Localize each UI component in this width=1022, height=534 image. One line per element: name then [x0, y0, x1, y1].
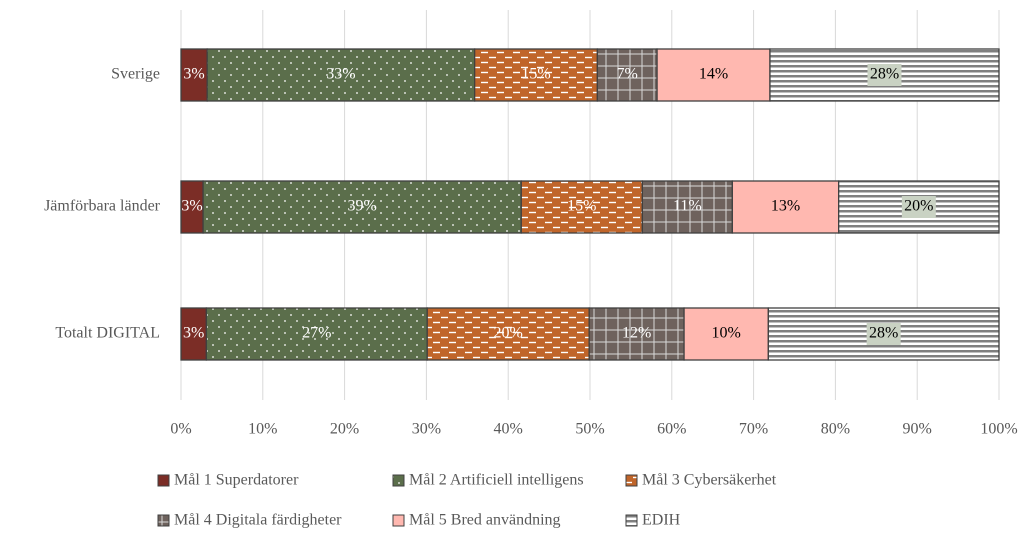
- bar-segment: [180, 48, 208, 102]
- data-label: 3%: [183, 66, 204, 83]
- bar-segment: [656, 48, 771, 102]
- legend-swatch: [625, 474, 638, 487]
- legend-label: Mål 2 Artificiell intelligens: [409, 472, 584, 489]
- x-tick-label: 20%: [330, 421, 359, 438]
- x-tick-label: 70%: [739, 421, 768, 438]
- bar-segment: [769, 48, 1000, 102]
- y-tick-label: Jämförbara länder: [44, 198, 161, 215]
- x-tick-label: 10%: [248, 421, 277, 438]
- data-label: 33%: [326, 66, 355, 83]
- data-label: 28%: [870, 66, 899, 83]
- y-tick-label: Sverige: [111, 66, 160, 83]
- bar-segment: [596, 48, 658, 102]
- y-tick-label: Totalt DIGITAL: [55, 325, 160, 342]
- bar-segment: [426, 307, 590, 361]
- bar-segment: [202, 180, 522, 234]
- data-label: 10%: [712, 325, 741, 342]
- data-label: 20%: [494, 325, 523, 342]
- data-label: 27%: [302, 325, 331, 342]
- data-label: 20%: [904, 198, 933, 215]
- label-background: [901, 196, 936, 218]
- bar-segment: [205, 307, 428, 361]
- legend-swatch: [392, 474, 405, 487]
- legend-label: Mål 1 Superdatorer: [174, 472, 299, 489]
- bar-segment: [683, 307, 769, 361]
- bar-segment: [731, 180, 840, 234]
- data-label: 11%: [673, 198, 702, 215]
- x-tick-label: 50%: [575, 421, 604, 438]
- data-label: 13%: [771, 198, 800, 215]
- bar-segment: [180, 307, 208, 361]
- x-tick-label: 0%: [170, 421, 191, 438]
- x-tick-label: 30%: [412, 421, 441, 438]
- x-tick-label: 90%: [903, 421, 932, 438]
- legend-swatch: [625, 514, 638, 527]
- bar-segment: [206, 48, 476, 102]
- legend-label: Mål 4 Digitala färdigheter: [174, 512, 342, 529]
- data-label: 14%: [699, 66, 728, 83]
- bar-segment: [588, 307, 685, 361]
- data-label: 15%: [521, 66, 550, 83]
- label-background: [866, 323, 901, 345]
- label-background: [867, 64, 902, 86]
- legend-swatch: [392, 514, 405, 527]
- data-label: 3%: [183, 325, 204, 342]
- data-label: 28%: [869, 325, 898, 342]
- x-tick-label: 80%: [821, 421, 850, 438]
- legend-swatch: [157, 474, 170, 487]
- data-label: 12%: [622, 325, 651, 342]
- x-tick-label: 40%: [494, 421, 523, 438]
- bar-segment: [641, 180, 733, 234]
- x-tick-label: 100%: [980, 421, 1017, 438]
- data-label: 7%: [617, 66, 638, 83]
- data-label: 15%: [567, 198, 596, 215]
- legend-label: Mål 3 Cybersäkerhet: [642, 472, 777, 489]
- x-tick-label: 60%: [657, 421, 686, 438]
- data-label: 3%: [181, 198, 202, 215]
- legend-swatch: [157, 514, 170, 527]
- legend-label: EDIH: [642, 512, 681, 529]
- data-label: 39%: [348, 198, 377, 215]
- legend-label: Mål 5 Bred användning: [409, 512, 561, 529]
